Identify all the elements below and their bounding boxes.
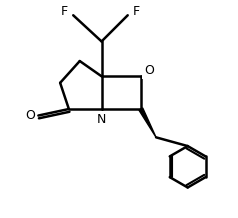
Text: O: O — [25, 109, 35, 122]
Polygon shape — [139, 108, 156, 137]
Text: F: F — [61, 5, 68, 19]
Text: N: N — [97, 113, 106, 126]
Text: F: F — [133, 5, 140, 19]
Text: O: O — [144, 64, 154, 77]
